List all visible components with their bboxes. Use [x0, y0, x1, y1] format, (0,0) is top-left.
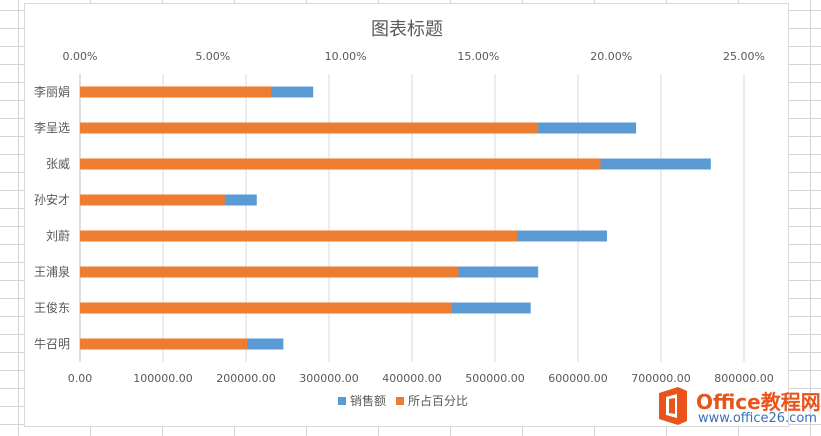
bar-percent	[80, 338, 248, 350]
secondary-tick-label: 10.00%	[325, 50, 367, 63]
secondary-tick-label: 20.00%	[590, 50, 632, 63]
bar-percent	[80, 86, 272, 98]
bar-percent	[80, 122, 539, 134]
primary-tick-label: 0.00	[68, 372, 93, 385]
primary-tick-label: 200000.00	[216, 372, 276, 385]
secondary-tick-label: 15.00%	[457, 50, 499, 63]
primary-tick-label: 400000.00	[382, 372, 442, 385]
primary-tick-label: 600000.00	[548, 372, 608, 385]
category-label: 牛召明	[34, 336, 70, 351]
primary-tick-label: 800000.00	[714, 372, 774, 385]
category-label: 李丽娟	[34, 84, 70, 99]
secondary-tick-label: 0.00%	[63, 50, 98, 63]
watermark-brand: Office教程网	[696, 390, 821, 414]
category-label: 孙安才	[34, 192, 70, 207]
bar-percent	[80, 230, 517, 242]
bar-percent	[80, 266, 459, 278]
primary-tick-label: 100000.00	[133, 372, 193, 385]
category-label: 王俊东	[34, 300, 70, 315]
legend-label: 销售额	[350, 393, 386, 408]
primary-x-axis: 0.00 100000.00 200000.00 300000.00 400000.00…	[68, 372, 774, 385]
watermark-url: www.office26.com	[698, 411, 817, 426]
legend-swatch	[396, 397, 404, 405]
legend-label: 所占百分比	[408, 393, 468, 408]
secondary-tick-label: 25.00%	[723, 50, 765, 63]
primary-tick-label: 300000.00	[299, 372, 359, 385]
category-label: 刘蔚	[46, 229, 70, 243]
category-label: 李呈选	[34, 120, 70, 135]
office-logo-icon	[659, 387, 687, 425]
bar-percent	[80, 194, 225, 206]
legend-swatch	[338, 397, 346, 405]
secondary-x-axis: 0.00% 5.00% 10.00% 15.00% 20.00% 25.00%	[63, 50, 765, 63]
secondary-tick-label: 5.00%	[195, 50, 230, 63]
primary-tick-label: 500000.00	[465, 372, 525, 385]
legend[interactable]: 销售额 所占百分比	[338, 393, 468, 408]
gridlines	[79, 74, 745, 362]
category-label: 张威	[46, 157, 70, 171]
bar-percent	[80, 158, 601, 170]
primary-tick-label: 700000.00	[631, 372, 691, 385]
category-label: 王浦泉	[34, 265, 70, 279]
chart-title[interactable]: 图表标题	[371, 19, 443, 40]
bars	[80, 86, 711, 350]
watermark: Office教程网 www.office26.com	[652, 382, 821, 432]
bar-percent	[80, 302, 452, 314]
